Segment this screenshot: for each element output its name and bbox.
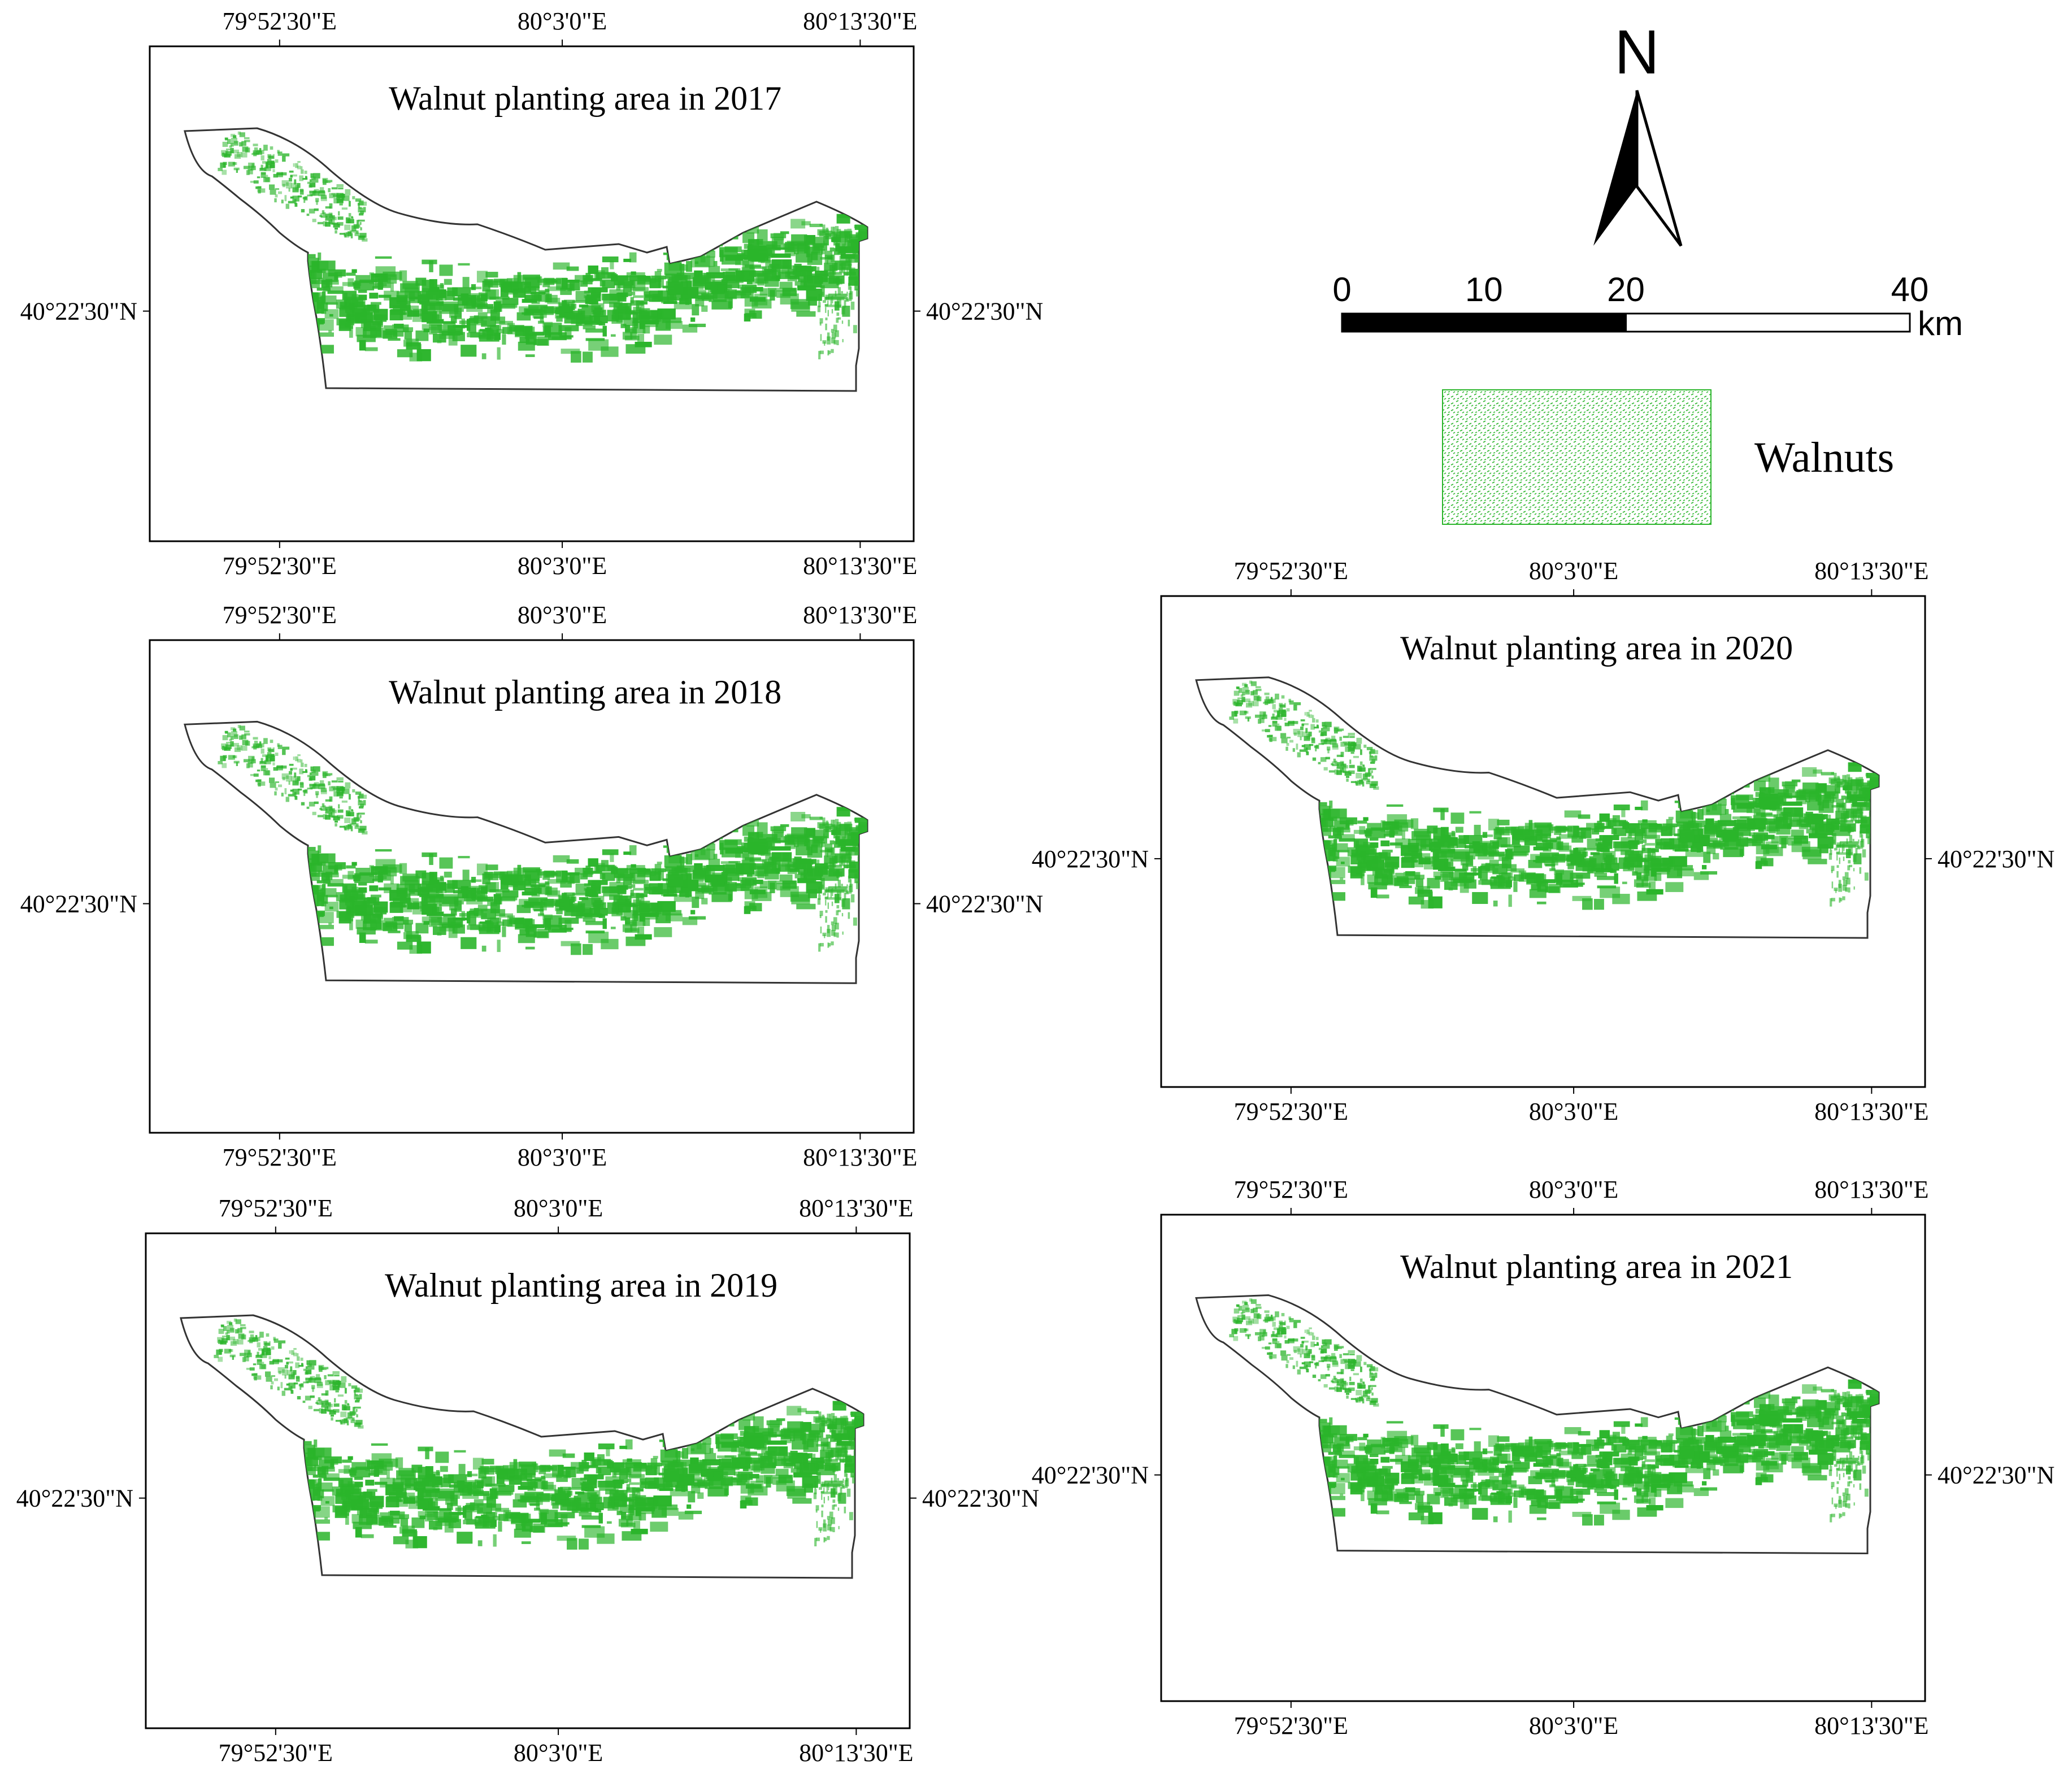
scale-unit: km [1918, 305, 1963, 342]
map-panel-2018: Walnut planting area in 2018 79°52'30"E 79… [20, 601, 1044, 1171]
panel-title: Walnut planting area in 2020 [1400, 629, 1793, 667]
legend-label: Walnuts [1754, 434, 1894, 481]
map-panel-2021: Walnut planting area in 2021 79°52'30"E 79… [1032, 1176, 2055, 1740]
lat-label-right: 40°22'30"N [1938, 845, 2054, 873]
lat-label-left: 40°22'30"N [20, 890, 137, 918]
lon-label-top: 80°13'30"E [1814, 557, 1928, 585]
lat-label-left: 40°22'30"N [1032, 845, 1149, 873]
lon-label-bottom: 79°52'30"E [219, 1739, 333, 1767]
map-panel-2019: Walnut planting area in 2019 79°52'30"E 79… [16, 1194, 1040, 1767]
panel-title: Walnut planting area in 2019 [385, 1267, 777, 1304]
lon-label-bottom: 80°13'30"E [1814, 1098, 1928, 1125]
north-arrow: N [1593, 18, 1683, 247]
north-arrow-label: N [1614, 18, 1659, 87]
north-arrow-icon [1593, 90, 1637, 246]
panel-title: Walnut planting area in 2018 [389, 673, 781, 711]
lon-label-top: 79°52'30"E [1234, 557, 1348, 585]
scale-tick-label: 40 [1891, 271, 1929, 308]
map-panel-2017: Walnut planting area in 2017 79°52'30"E 79… [20, 7, 1044, 580]
lat-label-right: 40°22'30"N [1938, 1462, 2054, 1489]
lon-label-bottom: 79°52'30"E [223, 1143, 337, 1171]
scale-tick-label: 0 [1332, 271, 1351, 308]
lon-label-bottom: 79°52'30"E [1234, 1098, 1348, 1125]
lat-label-left: 40°22'30"N [16, 1485, 133, 1512]
lon-label-top: 80°3'0"E [518, 601, 607, 629]
lon-label-top: 80°3'0"E [514, 1194, 603, 1222]
scale-bar-white [1625, 312, 1911, 333]
lon-label-top: 79°52'30"E [223, 601, 337, 629]
map-panel-2020: Walnut planting area in 2020 79°52'30"E 79… [1032, 557, 2055, 1125]
lon-label-top: 80°13'30"E [803, 7, 917, 35]
lon-label-top: 80°13'30"E [803, 601, 917, 629]
lon-label-top: 79°52'30"E [219, 1194, 333, 1222]
lat-label-right: 40°22'30"N [922, 1485, 1039, 1512]
lon-label-bottom: 79°52'30"E [223, 552, 337, 580]
lon-label-bottom: 80°13'30"E [1814, 1712, 1928, 1740]
lon-label-top: 80°3'0"E [1529, 1176, 1618, 1203]
lon-label-bottom: 80°3'0"E [1529, 1712, 1618, 1740]
lon-label-bottom: 80°13'30"E [803, 1143, 917, 1171]
legend: Walnuts [1442, 389, 1894, 525]
lat-label-right: 40°22'30"N [926, 298, 1043, 325]
lon-label-bottom: 80°3'0"E [514, 1739, 603, 1767]
lat-label-left: 40°22'30"N [20, 298, 137, 325]
lon-label-top: 79°52'30"E [1234, 1176, 1348, 1203]
scale-tick-label: 20 [1607, 271, 1645, 308]
lon-label-top: 79°52'30"E [223, 7, 337, 35]
walnut-pattern-swatch [1442, 389, 1712, 525]
lon-label-bottom: 80°3'0"E [1529, 1098, 1618, 1125]
lon-label-top: 80°13'30"E [1814, 1176, 1928, 1203]
lon-label-bottom: 80°3'0"E [518, 552, 607, 580]
north-arrow-icon-half [1635, 90, 1683, 247]
lon-label-top: 80°13'30"E [799, 1194, 913, 1222]
lon-label-bottom: 80°13'30"E [803, 552, 917, 580]
panel-title: Walnut planting area in 2021 [1400, 1248, 1793, 1285]
lat-label-left: 40°22'30"N [1032, 1462, 1149, 1489]
lon-label-bottom: 80°13'30"E [799, 1739, 913, 1767]
lon-label-top: 80°3'0"E [518, 7, 607, 35]
lat-label-right: 40°22'30"N [926, 890, 1043, 918]
lon-label-top: 80°3'0"E [1529, 557, 1618, 585]
scale-tick-label: 10 [1465, 271, 1503, 308]
scale-bar-black [1341, 312, 1627, 333]
panel-title: Walnut planting area in 2017 [389, 80, 781, 117]
lon-label-bottom: 79°52'30"E [1234, 1712, 1348, 1740]
lon-label-bottom: 80°3'0"E [518, 1143, 607, 1171]
